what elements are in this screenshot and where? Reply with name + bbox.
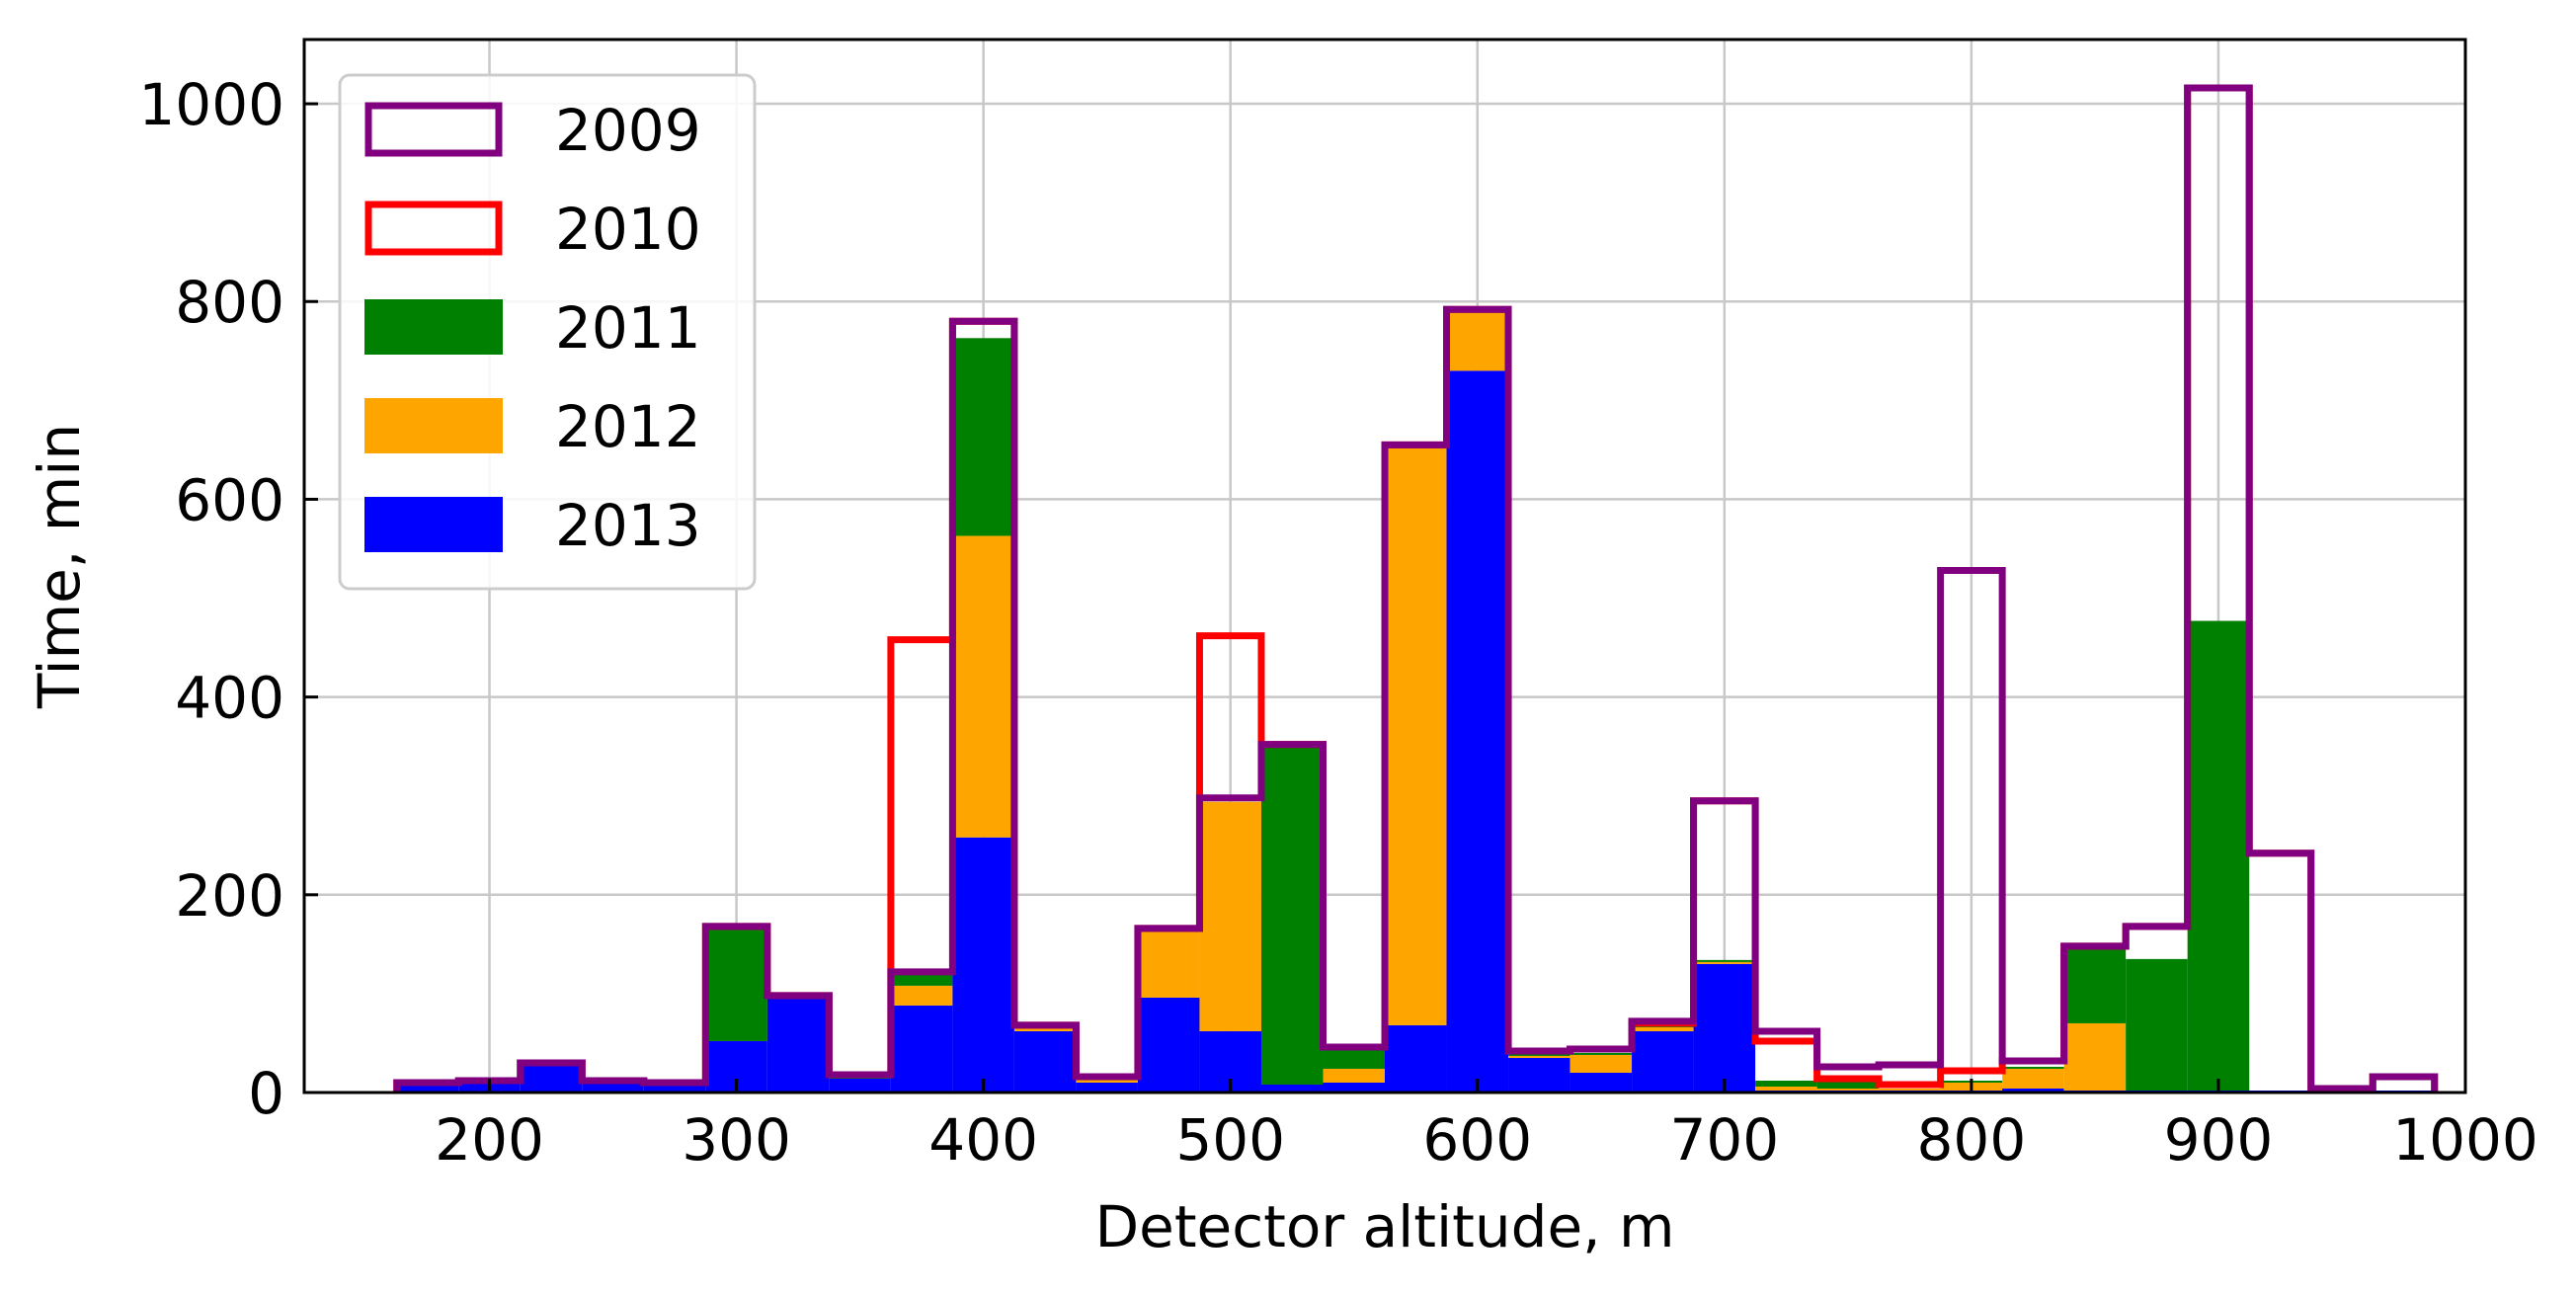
- legend-label-2013: 2013: [555, 492, 701, 559]
- x-tick-label: 700: [1669, 1106, 1779, 1174]
- bar-2013: [1076, 1082, 1138, 1093]
- bar-2011: [1755, 1080, 1817, 1087]
- x-tick-label: 600: [1422, 1106, 1532, 1174]
- legend-label-2012: 2012: [555, 393, 701, 460]
- bar-2012: [1199, 801, 1261, 1031]
- bar-2012: [1013, 1026, 1077, 1031]
- legend-swatch-2011: [364, 299, 503, 355]
- bar-2013: [1260, 1084, 1324, 1093]
- bar-2011: [1323, 1046, 1385, 1069]
- axis-ticks: 200 300 400 500 600 700 800 900 1000 0 200 400 600 80…: [138, 71, 2537, 1174]
- x-tick-label: 200: [435, 1106, 544, 1174]
- bar-2013: [1570, 1072, 1633, 1093]
- legend-swatch-2013: [364, 497, 503, 552]
- legend: 2009 2010 2011 2012 2013: [338, 73, 757, 591]
- x-tick-label: 400: [928, 1106, 1038, 1174]
- bar-2013: [1693, 963, 1756, 1093]
- bar-2012: [1446, 311, 1509, 371]
- bar-2013: [1508, 1057, 1570, 1093]
- legend-label-2009: 2009: [555, 97, 701, 164]
- bar-2012: [1323, 1068, 1385, 1083]
- y-tick-label: 0: [248, 1060, 284, 1127]
- bar-2012: [2063, 1022, 2127, 1091]
- bar-2011: [2002, 1066, 2064, 1069]
- bar-2013: [1446, 370, 1509, 1093]
- bar-2012: [1385, 444, 1447, 1025]
- bar-2013: [890, 1005, 953, 1093]
- legend-label-2011: 2011: [555, 294, 701, 362]
- bar-2013: [520, 1064, 583, 1093]
- bar-2013: [1385, 1024, 1447, 1093]
- bar-2012: [2002, 1068, 2064, 1089]
- bar-2011: [1508, 1053, 1570, 1056]
- bar-2011: [2063, 945, 2127, 1023]
- bar-2013: [2002, 1088, 2064, 1093]
- bar-2013: [1137, 997, 1200, 1093]
- bar-2011: [1260, 746, 1324, 1085]
- bar-2012: [1879, 1088, 1941, 1091]
- bar-2013: [1323, 1082, 1385, 1093]
- x-tick-label: 800: [1917, 1106, 2027, 1174]
- bar-2012: [1570, 1054, 1633, 1073]
- bar-2012: [1137, 930, 1200, 998]
- x-tick-label: 900: [2164, 1106, 2274, 1174]
- bar-2012: [1076, 1078, 1138, 1083]
- bar-2013: [952, 837, 1014, 1093]
- bar-2011: [2126, 958, 2188, 1091]
- bar-2012: [890, 985, 953, 1006]
- bar-2011: [1693, 959, 1756, 962]
- y-tick-label: 1000: [138, 71, 284, 138]
- x-tick-label: 300: [682, 1106, 791, 1174]
- x-tick-label: 1000: [2392, 1106, 2538, 1174]
- outline-histograms: [393, 84, 2439, 1093]
- bar-2011: [1816, 1080, 1880, 1089]
- bar-2013: [1013, 1030, 1077, 1093]
- bar-2011: [890, 971, 953, 986]
- bar-2013: [396, 1084, 459, 1093]
- bar-2013: [643, 1082, 706, 1093]
- y-axis-label: Time, min: [26, 424, 93, 709]
- y-tick-label: 800: [175, 269, 284, 336]
- bar-2011: [705, 927, 767, 1041]
- bar-2013: [1632, 1030, 1694, 1093]
- bar-2011: [2187, 620, 2250, 1091]
- outline-2009: [393, 84, 2439, 1093]
- bar-2012: [1693, 961, 1756, 964]
- legend-swatch-2010: [364, 201, 503, 256]
- legend-label-2010: 2010: [555, 196, 701, 263]
- bar-2011: [952, 338, 1014, 536]
- bar-2012: [952, 535, 1014, 838]
- bar-2012: [1632, 1026, 1694, 1031]
- bar-2012: [1755, 1086, 1817, 1091]
- plot-frame: [302, 38, 2467, 1094]
- bar-2011: [1570, 1052, 1633, 1055]
- bar-2013: [829, 1078, 891, 1093]
- x-axis-label: Detector altitude, m: [1094, 1193, 1674, 1260]
- y-tick-label: 200: [175, 862, 284, 930]
- legend-swatch-2009: [364, 102, 503, 157]
- legend-swatch-2012: [364, 398, 503, 453]
- y-tick-label: 400: [175, 665, 284, 732]
- bar-2012: [1816, 1088, 1880, 1091]
- bar-2012: [1508, 1055, 1570, 1058]
- x-tick-label: 500: [1175, 1106, 1285, 1174]
- y-tick-label: 600: [175, 466, 284, 533]
- bar-2013: [766, 995, 830, 1093]
